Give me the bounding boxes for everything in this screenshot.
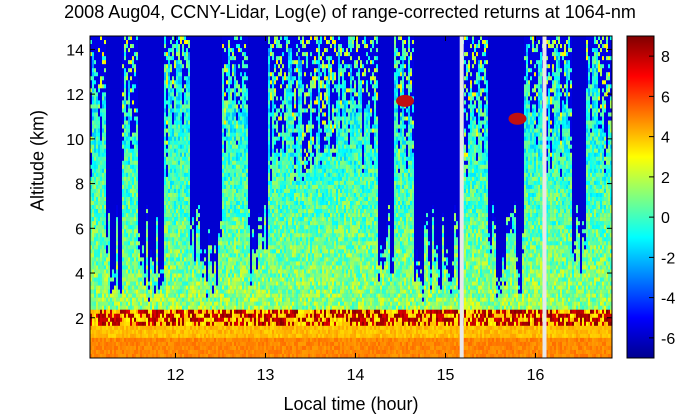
x-tick-label: 15: [437, 367, 455, 384]
x-tick-label: 13: [257, 367, 275, 384]
plot-frame: [89, 35, 613, 359]
x-tick-label: 16: [527, 367, 545, 384]
colorbar: [626, 35, 655, 359]
y-tick-label: 8: [75, 177, 84, 194]
colorbar-tick-label: 0: [661, 210, 670, 227]
y-axis-label: Altitude (km): [28, 110, 49, 211]
heatmap-image: [90, 36, 612, 358]
y-tick-label: 14: [66, 42, 84, 59]
y-tick-label: 12: [66, 87, 84, 104]
colorbar-tick-label: -2: [661, 250, 675, 267]
colorbar-axis: 8 6 4 2 0 -2 -4 -6: [649, 49, 675, 348]
x-tick-label: 14: [347, 367, 365, 384]
cloud-layer: [508, 112, 527, 125]
x-axis: 12 13 14 15 16: [167, 36, 545, 384]
colorbar-tick-label: -4: [661, 291, 675, 308]
colorbar-tick-label: -6: [661, 331, 675, 348]
y-tick-label: 2: [75, 311, 84, 328]
y-tick-label: 6: [75, 221, 84, 238]
x-axis-label: Local time (hour): [90, 394, 612, 415]
colorbar-tick-label: 8: [661, 49, 670, 66]
y-tick-label: 4: [75, 266, 84, 283]
x-tick-label: 12: [167, 367, 185, 384]
colorbar-tick-label: 6: [661, 89, 670, 106]
colorbar-tick-label: 4: [661, 130, 670, 147]
y-axis: 2 4 6 8 10 12 14: [66, 42, 612, 328]
data-gap: [542, 36, 547, 358]
y-tick-label: 10: [66, 132, 84, 149]
chart-title: 2008 Aug04, CCNY-Lidar, Log(e) of range-…: [0, 2, 700, 23]
data-gap: [459, 36, 464, 358]
cloud-layer: [396, 94, 414, 107]
colorbar-tick-label: 2: [661, 170, 670, 187]
